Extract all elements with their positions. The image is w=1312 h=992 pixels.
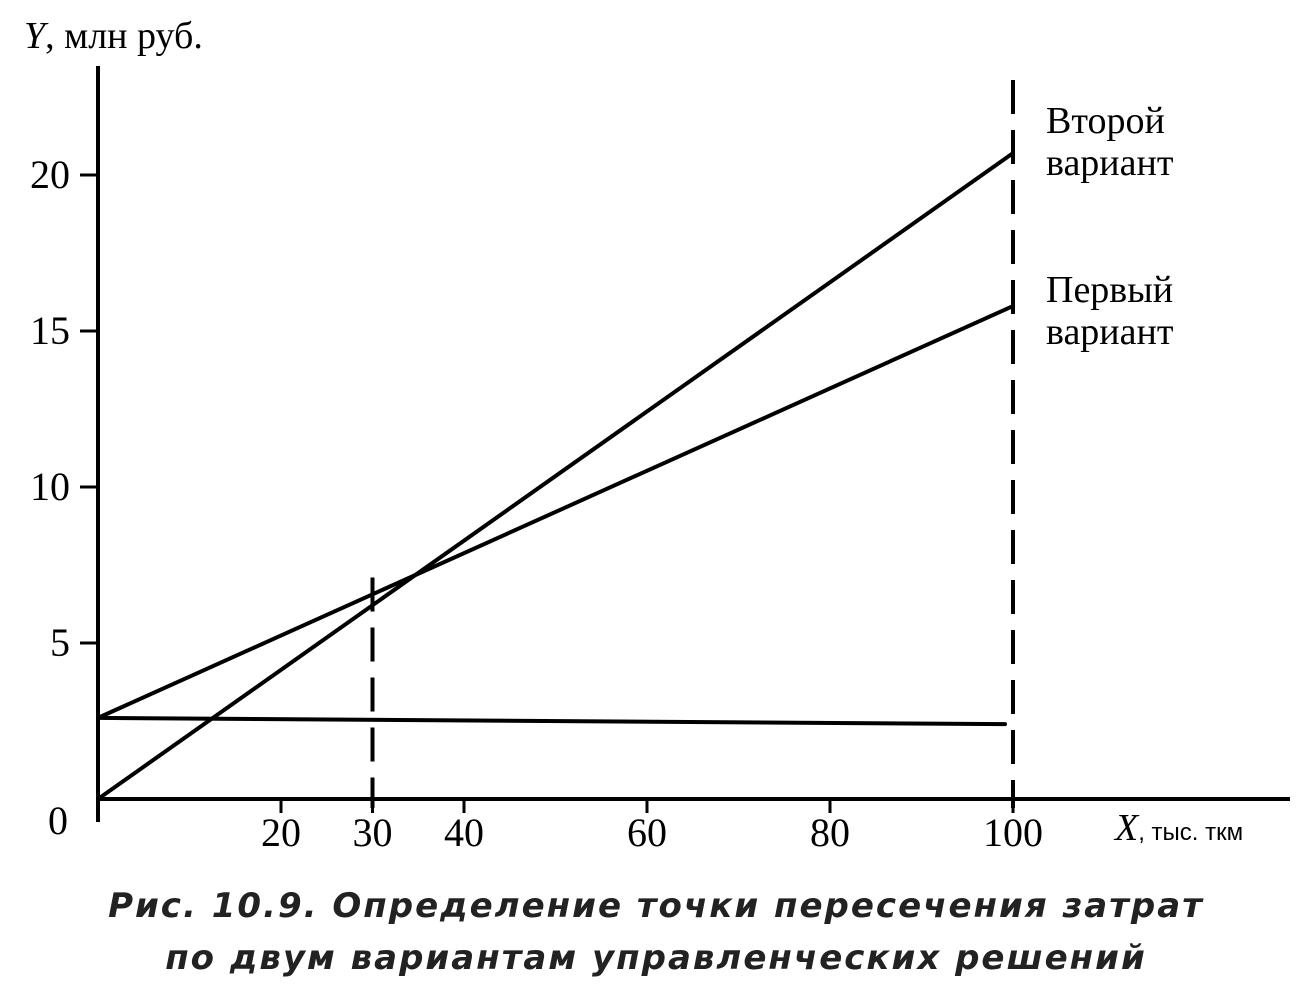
caption-line-1: Рис. 10.9. Определение точки пересечения… bbox=[108, 886, 1204, 926]
cost-intersection-chart: Y, млн руб. X, тыс. ткм 0 ВторойвариантП… bbox=[24, 15, 1290, 855]
y-tick-label-20: 20 bbox=[30, 152, 70, 197]
y-axis-title: Y, млн руб. bbox=[24, 15, 203, 57]
series-label-1-line-2: вариант bbox=[1046, 142, 1174, 184]
fixed-cost-line bbox=[96, 715, 1007, 727]
series-label-2-line-2: вариант bbox=[1046, 311, 1174, 353]
x-axis-title: X, тыс. ткм bbox=[1113, 807, 1243, 849]
series-label-2-line-1: Первый bbox=[1046, 269, 1173, 311]
x-tick-label-40: 40 bbox=[444, 810, 484, 855]
x-tick-label-100: 100 bbox=[983, 810, 1043, 855]
origin-label: 0 bbox=[48, 798, 68, 843]
figure-caption: Рис. 10.9. Определение точки пересечения… bbox=[0, 880, 1312, 984]
x-tick-label-80: 80 bbox=[810, 810, 850, 855]
series-label-1-line-1: Второй bbox=[1046, 100, 1165, 142]
x-tick-label-60: 60 bbox=[627, 810, 667, 855]
x-tick-label-30: 30 bbox=[353, 810, 393, 855]
y-tick-label-5: 5 bbox=[50, 620, 70, 665]
caption-line-2: по двум вариантам управленческих решений bbox=[165, 938, 1147, 978]
y-tick-label-15: 15 bbox=[30, 308, 70, 353]
series-line-2 bbox=[96, 304, 1015, 720]
x-tick-label-20: 20 bbox=[261, 810, 301, 855]
series-line-1 bbox=[96, 151, 1015, 801]
y-tick-label-10: 10 bbox=[30, 464, 70, 509]
